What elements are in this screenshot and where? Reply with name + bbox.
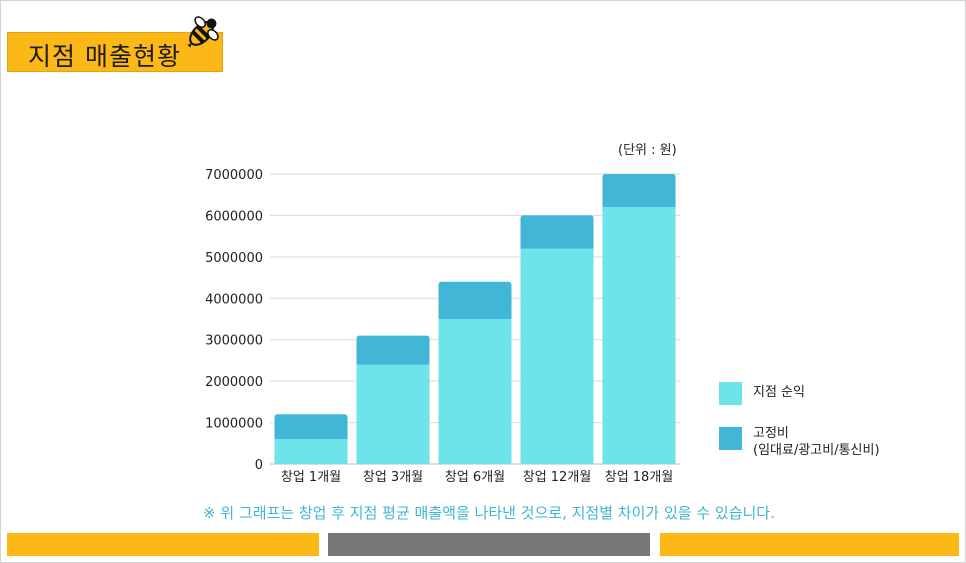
bar-segment-net-profit [602,207,676,464]
legend-label-fixed-cost-line1: 고정비 [753,426,789,441]
y-tick-label: 4000000 [205,292,263,307]
legend-label-net-profit: 지점 순익 [753,385,805,400]
footnote: ※ 위 그래프는 창업 후 지점 평균 매출액을 나타낸 것으로, 지점별 차이… [203,504,775,522]
x-tick-label: 창업 12개월 [523,470,592,485]
title-box: 지점 매출현황 [7,32,223,72]
legend-label-fixed-cost-line2: (임대료/광고비/통신비) [753,443,880,458]
footer-bar-center [328,533,650,556]
x-tick-label: 창업 1개월 [281,470,341,485]
legend-label-fixed-cost: 고정비 (임대료/광고비/통신비) [753,425,880,459]
y-tick-label: 1000000 [205,417,263,432]
x-tick-label: 창업 18개월 [605,470,674,485]
legend-swatch-fixed-cost [719,427,742,450]
y-tick-label: 5000000 [205,251,263,266]
page-title: 지점 매출현황 [28,42,181,71]
bar-segment-net-profit [520,248,594,464]
y-tick-label: 7000000 [205,168,263,183]
y-tick-label: 3000000 [205,334,263,349]
bar-segment-fixed-cost [520,215,594,249]
bar-segment-net-profit [274,439,348,464]
bar-segment-fixed-cost [274,414,348,440]
y-tick-label: 2000000 [205,375,263,390]
bar-segment-fixed-cost [602,174,676,208]
bar-segment-fixed-cost [438,281,512,319]
footer-bar-right [660,533,959,556]
bar-segment-net-profit [438,319,512,464]
bar-segment-fixed-cost [356,335,430,365]
legend-swatch-net-profit [719,382,742,405]
footer-bar-left [7,533,319,556]
y-tick-label: 6000000 [205,209,263,224]
x-tick-label: 창업 3개월 [363,470,423,485]
y-tick-label: 0 [255,458,263,473]
bee-icon [187,16,219,48]
bar-segment-net-profit [356,364,430,464]
unit-label: (단위 : 원) [618,143,677,158]
x-tick-label: 창업 6개월 [445,470,505,485]
